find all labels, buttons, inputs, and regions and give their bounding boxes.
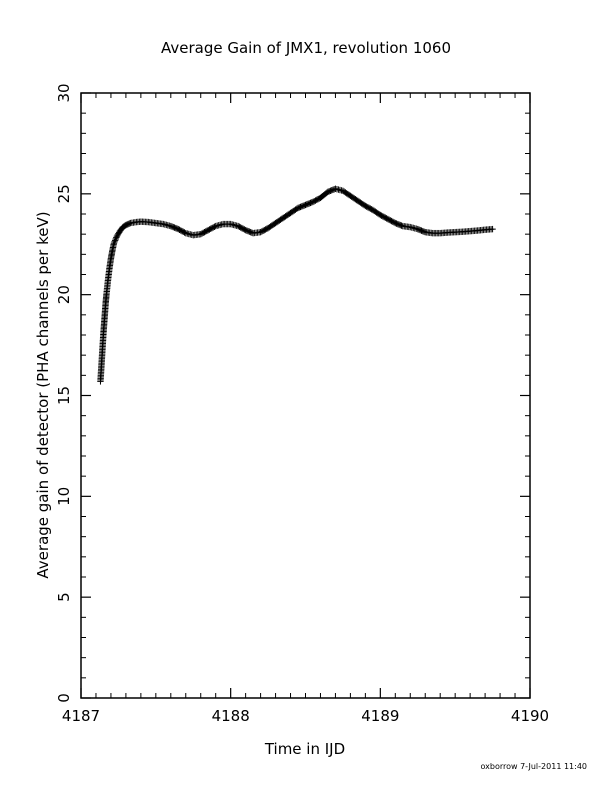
major-ticks [80,92,531,699]
data-series [97,185,496,385]
y-tick-label: 10 [55,487,73,506]
y-tick-label: 5 [55,592,73,602]
x-tick-label: 4188 [212,707,250,725]
x-tick-label: 4187 [62,707,100,725]
data-point [110,240,118,247]
data-point [112,235,119,243]
data-point [181,229,188,236]
data-point [398,222,405,229]
x-axis-label: Time in IJD [264,740,345,758]
y-tick-label: 0 [55,693,73,703]
y-tick-label: 25 [55,184,73,203]
x-tick-labels: 4187 4188 4189 4190 [62,707,549,725]
data-point [420,228,428,235]
y-tick-label: 20 [55,285,73,304]
y-axis-label: Average gain of detector (PHA channels p… [34,211,52,578]
y-tick-label: 30 [55,83,73,102]
data-point [111,237,119,244]
footer-stamp: oxborrow 7-Jul-2011 11:40 [480,762,587,771]
chart-title: Average Gain of JMX1, revolution 1060 [161,39,451,57]
y-tick-label: 15 [55,386,73,405]
data-point [111,238,118,246]
y-tick-labels: 0 5 10 15 20 25 30 [55,83,73,702]
data-point [211,223,218,230]
minor-ticks [81,93,530,698]
data-point [113,234,120,241]
x-tick-label: 4189 [361,707,399,725]
plot-frame [80,92,531,699]
x-tick-label: 4190 [511,707,549,725]
data-point [489,225,496,233]
